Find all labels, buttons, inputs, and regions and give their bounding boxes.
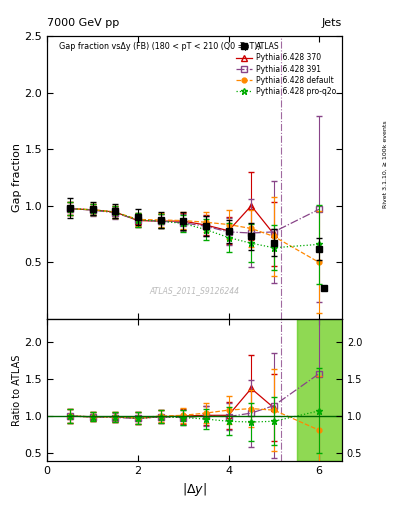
Bar xyxy=(297,319,342,461)
Legend: ATLAS, Pythia 6.428 370, Pythia 6.428 391, Pythia 6.428 default, Pythia 6.428 pr: ATLAS, Pythia 6.428 370, Pythia 6.428 39… xyxy=(233,39,338,98)
Text: Jets: Jets xyxy=(321,18,342,28)
Y-axis label: Gap fraction: Gap fraction xyxy=(12,143,22,212)
Text: 7000 GeV pp: 7000 GeV pp xyxy=(47,18,119,28)
Y-axis label: Ratio to ATLAS: Ratio to ATLAS xyxy=(12,354,22,425)
Text: ATLAS_2011_S9126244: ATLAS_2011_S9126244 xyxy=(149,286,240,295)
Text: Gap fraction vsΔy (FB) (180 < pT < 210 (Q0 =̅pT)): Gap fraction vsΔy (FB) (180 < pT < 210 (… xyxy=(59,41,261,51)
Bar xyxy=(297,319,342,461)
X-axis label: $|\Delta y|$: $|\Delta y|$ xyxy=(182,481,207,498)
Text: Rivet 3.1.10, ≥ 100k events: Rivet 3.1.10, ≥ 100k events xyxy=(383,120,388,208)
